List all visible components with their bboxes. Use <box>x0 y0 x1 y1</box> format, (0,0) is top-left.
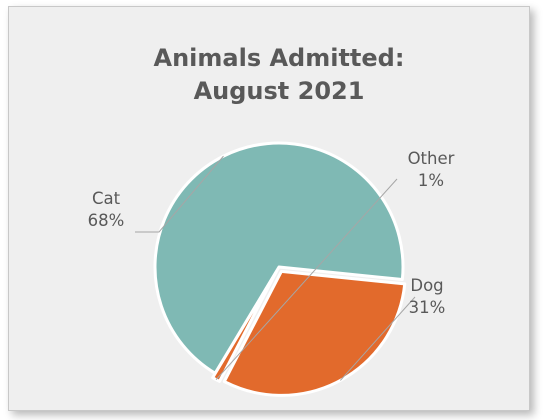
chart-panel: Animals Admitted: August 2021 Cat 68% Dog 3… <box>8 6 530 411</box>
data-label-category-cat: Cat <box>92 189 121 208</box>
chart-title-line-2: August 2021 <box>194 77 365 105</box>
pie-chart: Animals Admitted: August 2021 Cat 68% Dog 3… <box>88 44 455 397</box>
leader-lines <box>135 155 416 381</box>
leader-line-dog <box>339 296 416 381</box>
data-labels: Cat 68% Dog 31% Other 1% <box>88 149 455 317</box>
chart-title-line-1: Animals Admitted: <box>154 44 405 72</box>
leader-line-other <box>215 178 398 380</box>
data-label-category-dog: Dog <box>410 276 443 295</box>
data-label-category-other: Other <box>408 149 455 168</box>
leader-line-cat <box>135 155 224 233</box>
data-label-percent-dog: 31% <box>409 298 446 317</box>
pie-slices <box>153 141 407 397</box>
data-label-percent-other: 1% <box>418 171 444 190</box>
data-label-percent-cat: 68% <box>88 211 125 230</box>
